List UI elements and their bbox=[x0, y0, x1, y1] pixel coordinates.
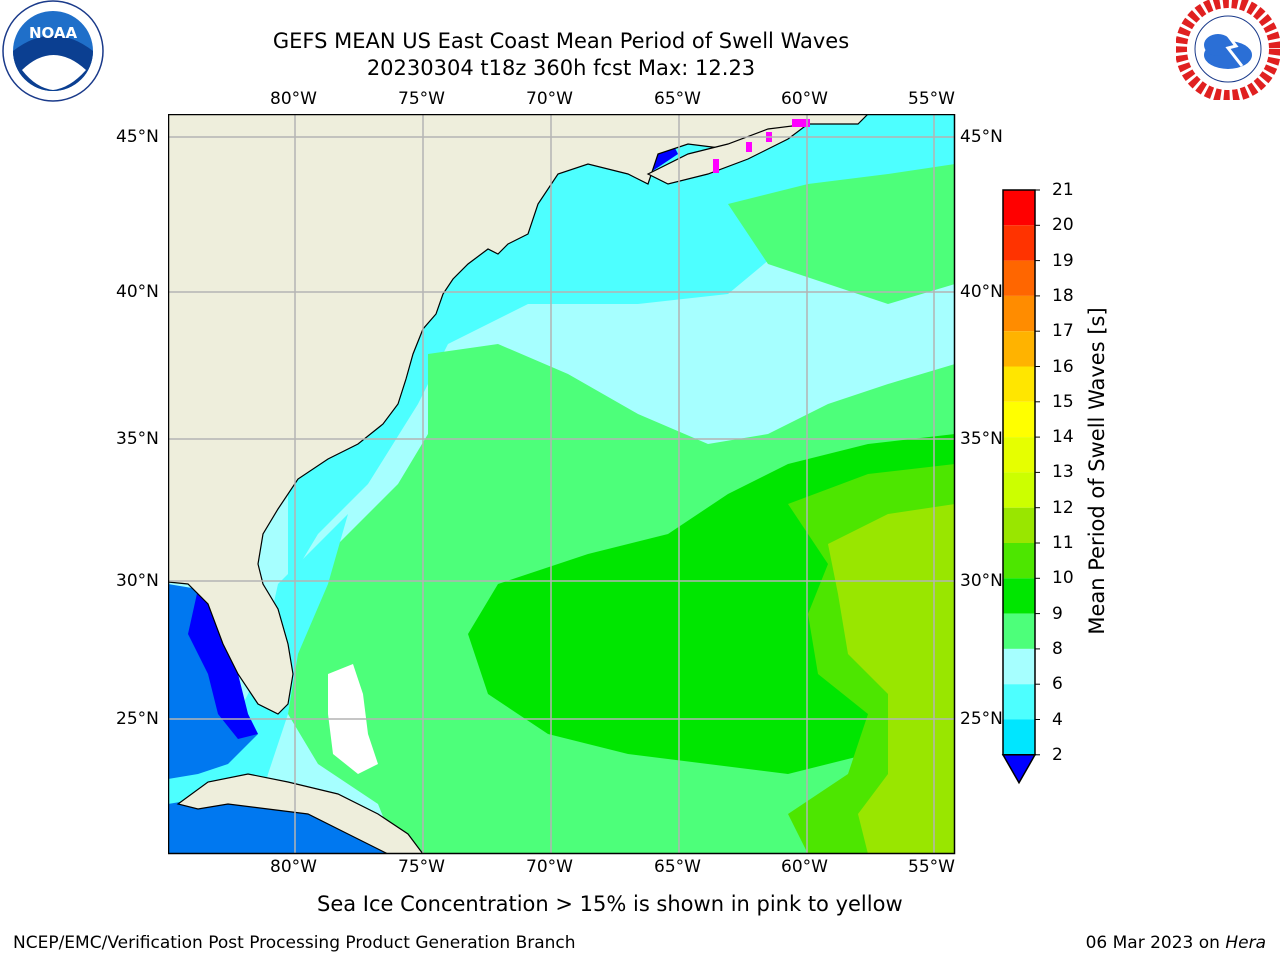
colorbar-segment bbox=[1003, 331, 1035, 367]
colorbar-tick-label: 18 bbox=[1052, 285, 1074, 306]
colorbar-segment bbox=[1003, 684, 1035, 720]
colorbar-tick-label: 11 bbox=[1052, 533, 1074, 553]
colorbar-tick-label: 12 bbox=[1052, 497, 1074, 518]
gridlines bbox=[168, 114, 955, 854]
lon-label-bottom: 65°W bbox=[654, 857, 701, 877]
land-north-america bbox=[168, 114, 869, 715]
lat-label-right: 25°N bbox=[960, 709, 1003, 729]
sea-ice-speck bbox=[792, 119, 810, 127]
lon-label-bottom: 75°W bbox=[398, 857, 445, 877]
colorbar-tick-label: 6 bbox=[1052, 674, 1063, 695]
colorbar-tick-label: 15 bbox=[1052, 391, 1074, 412]
map-frame bbox=[168, 114, 956, 855]
colorbar-segment bbox=[1003, 190, 1035, 226]
svg-text:NOAA: NOAA bbox=[29, 24, 78, 42]
colorbar-segment bbox=[1003, 719, 1035, 755]
lon-label-top: 60°W bbox=[781, 89, 828, 109]
colorbar-tick-label: 14 bbox=[1052, 427, 1074, 448]
lat-label-left: 25°N bbox=[116, 709, 159, 729]
colorbar-tick-label: 2 bbox=[1052, 744, 1063, 765]
sea-ice-speck bbox=[713, 159, 719, 173]
colorbar-tick-label: 4 bbox=[1052, 709, 1063, 730]
colorbar-extend bbox=[1001, 754, 1037, 785]
land-cuba bbox=[176, 773, 424, 854]
nws-logo bbox=[1176, 0, 1280, 100]
lon-label-top: 55°W bbox=[908, 89, 955, 109]
swell-zone-green-north bbox=[728, 164, 955, 304]
lat-label-left: 35°N bbox=[116, 429, 159, 449]
colorbar-tick-label: 19 bbox=[1052, 250, 1074, 271]
colorbar-segment bbox=[1003, 295, 1035, 332]
colorbar-tick-label: 9 bbox=[1052, 603, 1063, 624]
title-line-2: 20230304 t18z 360h fcst Max: 12.23 bbox=[366, 56, 756, 80]
swell-zone-lime bbox=[828, 504, 955, 854]
sea-ice-note: Sea Ice Concentration > 15% is shown in … bbox=[317, 892, 903, 916]
lon-label-bottom: 70°W bbox=[526, 857, 573, 877]
lon-label-bottom: 60°W bbox=[781, 857, 828, 877]
title-line-1: GEFS MEAN US East Coast Mean Period of S… bbox=[272, 29, 850, 53]
lon-label-bottom: 55°W bbox=[908, 857, 955, 877]
sea-ice-speck bbox=[746, 142, 752, 152]
colorbar-tick-label: 8 bbox=[1052, 638, 1063, 659]
colorbar-segment bbox=[1003, 401, 1035, 438]
lat-label-right: 30°N bbox=[960, 571, 1003, 591]
lon-label-bottom: 80°W bbox=[270, 857, 317, 877]
lat-label-left: 30°N bbox=[116, 571, 159, 591]
colorbar-segment bbox=[1003, 472, 1035, 508]
colorbar-tick-label: 16 bbox=[1052, 356, 1074, 377]
colorbar-tick-label: 10 bbox=[1052, 568, 1074, 589]
colorbar-segment bbox=[1003, 578, 1035, 614]
map-plot bbox=[168, 114, 956, 855]
colorbar-ticks: 21 20 19 18 17 16 15 14 13 12 11 10 9 8 6 4 2 bbox=[1052, 0, 1092, 960]
footer-machine: Hera bbox=[1225, 933, 1266, 953]
footer-date-text: 06 Mar 2023 on bbox=[1085, 933, 1220, 953]
colorbar-segment bbox=[1003, 437, 1035, 473]
lat-label-right: 40°N bbox=[960, 282, 1003, 302]
lon-label-top: 70°W bbox=[526, 89, 573, 109]
gulf-water-low bbox=[188, 589, 258, 739]
colorbar-segment bbox=[1003, 543, 1035, 579]
lon-label-top: 75°W bbox=[398, 89, 445, 109]
footer-branch: NCEP/EMC/Verification Post Processing Pr… bbox=[13, 933, 576, 953]
footer-date: 06 Mar 2023 on Hera bbox=[1086, 932, 1266, 954]
noaa-logo: NOAA bbox=[2, 0, 104, 102]
colorbar-tick-label: 20 bbox=[1052, 215, 1074, 236]
colorbar-tick-label: 13 bbox=[1052, 462, 1074, 483]
lat-label-right: 35°N bbox=[960, 429, 1003, 449]
lon-label-top: 65°W bbox=[654, 89, 701, 109]
colorbar bbox=[1001, 189, 1040, 785]
lon-label-top: 80°W bbox=[270, 89, 317, 109]
colorbar-segment bbox=[1003, 648, 1035, 685]
colorbar-tick-label: 21 bbox=[1052, 180, 1074, 200]
colorbar-segment bbox=[1003, 613, 1035, 649]
lat-label-right: 45°N bbox=[960, 127, 1003, 147]
colorbar-segment bbox=[1003, 225, 1035, 261]
colorbar-tick-label: 17 bbox=[1052, 321, 1074, 342]
colorbar-label: Mean Period of Swell Waves [s] bbox=[1085, 307, 1109, 635]
colorbar-segment bbox=[1003, 507, 1035, 543]
colorbar-segment bbox=[1003, 366, 1035, 402]
lat-label-left: 40°N bbox=[116, 282, 159, 302]
lat-label-left: 45°N bbox=[116, 127, 159, 147]
colorbar-segment bbox=[1003, 260, 1035, 296]
caribbean-water bbox=[168, 794, 398, 854]
